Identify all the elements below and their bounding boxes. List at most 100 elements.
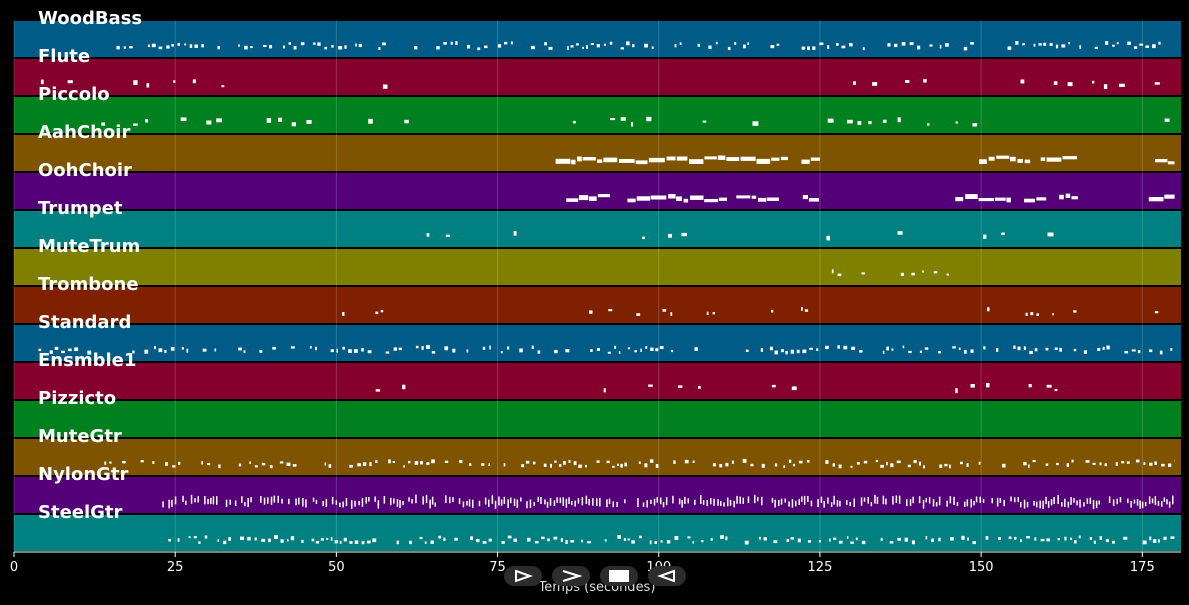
note [898, 495, 901, 504]
note [945, 43, 949, 47]
note [1020, 539, 1022, 543]
note [349, 541, 353, 544]
note [571, 159, 576, 165]
note [349, 464, 353, 468]
note [392, 461, 395, 463]
note [283, 45, 285, 49]
note [1010, 156, 1016, 162]
note [831, 269, 834, 274]
note [207, 463, 211, 466]
note [935, 502, 938, 507]
note [801, 496, 803, 502]
note [1168, 501, 1171, 508]
note [687, 536, 691, 539]
note [676, 156, 688, 161]
note [204, 535, 208, 539]
note [906, 499, 908, 507]
note [1089, 497, 1092, 504]
note [250, 46, 253, 49]
note [1149, 536, 1152, 541]
note [668, 233, 672, 238]
note [503, 496, 506, 504]
note [1103, 84, 1108, 89]
note [585, 464, 587, 468]
note [701, 540, 704, 543]
rewind-button[interactable] [648, 566, 686, 586]
note [692, 541, 695, 544]
play-button[interactable] [504, 566, 542, 586]
forward-button[interactable] [552, 566, 590, 586]
note [403, 465, 405, 468]
note [1057, 495, 1059, 504]
note [604, 539, 607, 542]
note [324, 46, 328, 50]
stop-button[interactable] [600, 566, 638, 586]
note [596, 348, 600, 351]
note [802, 349, 807, 354]
note [553, 536, 558, 540]
note [1003, 499, 1005, 507]
note [960, 461, 963, 465]
note [1054, 347, 1058, 350]
note [328, 464, 332, 468]
note [817, 499, 819, 508]
note [949, 496, 952, 504]
note [462, 501, 465, 508]
note [274, 535, 278, 539]
note [827, 45, 830, 49]
note [900, 272, 904, 276]
note [1014, 497, 1016, 503]
note [674, 536, 679, 540]
note [719, 464, 723, 468]
note [577, 156, 582, 162]
track-lane-mutegtr [14, 439, 1181, 475]
note [1047, 232, 1054, 237]
note [837, 345, 840, 349]
note [122, 461, 126, 464]
note [582, 46, 584, 49]
note [194, 498, 196, 503]
note [146, 83, 150, 88]
note [331, 496, 334, 505]
note [887, 43, 891, 47]
note [713, 498, 715, 506]
note [563, 461, 566, 465]
note [288, 498, 290, 505]
note [565, 540, 568, 544]
note [939, 44, 942, 49]
note [631, 122, 634, 127]
note [904, 537, 908, 542]
note [565, 498, 568, 508]
note [786, 539, 790, 542]
note [533, 501, 535, 506]
note [375, 389, 381, 392]
note [1130, 501, 1132, 508]
note [1032, 460, 1036, 463]
track-lane-trombone [14, 287, 1181, 323]
note [636, 196, 651, 201]
note [620, 117, 626, 121]
note [577, 498, 580, 504]
note [374, 496, 376, 502]
note [565, 349, 570, 353]
note [425, 494, 428, 504]
note [290, 346, 295, 349]
note [578, 195, 589, 201]
note [422, 496, 424, 505]
note [627, 538, 630, 541]
note [367, 350, 372, 354]
notes-aahchoir [555, 155, 1175, 165]
note [609, 41, 613, 45]
note [672, 495, 674, 504]
note [758, 536, 761, 540]
note [488, 538, 492, 542]
note [243, 350, 246, 354]
note [415, 345, 419, 349]
note [336, 348, 338, 353]
note [771, 309, 774, 313]
note [590, 43, 594, 45]
note [1127, 498, 1129, 504]
note [876, 496, 879, 504]
note [704, 156, 717, 160]
note [742, 497, 744, 504]
